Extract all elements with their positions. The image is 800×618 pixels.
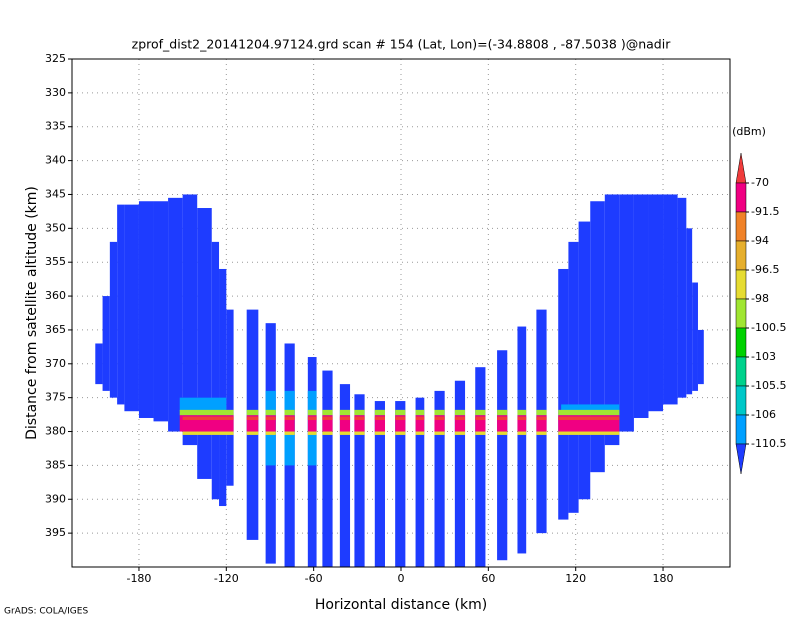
y-tick-label: 395 (45, 526, 66, 539)
swath-cell (434, 390, 445, 567)
y-tick-label: 370 (45, 357, 66, 370)
swath-cell (168, 197, 183, 432)
swath-cell (497, 350, 508, 561)
colorbar-segment (735, 298, 747, 329)
x-axis-label: Horizontal distance (km) (315, 597, 487, 613)
y-tick-label: 345 (45, 187, 66, 200)
swath-cell (663, 194, 678, 405)
x-tick-label: 120 (565, 572, 586, 585)
swath-cell (138, 201, 154, 418)
footer: GrADS: COLA/IGES (4, 607, 88, 617)
swath-cell (558, 268, 569, 520)
y-tick-label: 350 (45, 221, 66, 234)
echo-cell (179, 409, 620, 416)
x-tick-label: -120 (214, 572, 239, 585)
echo-cell (561, 404, 620, 413)
swath-cell (374, 401, 385, 567)
echo-cell (179, 397, 227, 412)
swath-cell (686, 228, 693, 395)
x-tick-label: 180 (653, 572, 674, 585)
colorbar-label: -94 (751, 234, 769, 247)
y-tick-label: 380 (45, 425, 66, 438)
x-tick-label: 0 (398, 572, 405, 585)
swath-cell (95, 343, 103, 385)
y-tick-label: 325 (45, 52, 66, 65)
colorbar-segment (735, 240, 747, 271)
y-tick-label: 390 (45, 492, 66, 505)
colorbar-label: -103 (751, 350, 776, 363)
colorbar-segment (735, 385, 747, 416)
swath-cell (454, 380, 466, 567)
x-tick-label: -60 (305, 572, 323, 585)
swath-cell (692, 282, 698, 391)
swath-cell (219, 268, 227, 507)
swath-cell (354, 394, 365, 567)
swath-cell (633, 194, 649, 418)
y-tick-label: 330 (45, 86, 66, 99)
colorbar-label: -91.5 (751, 205, 779, 218)
y-tick-label: 355 (45, 255, 66, 268)
colorbar-label: (dBm) (732, 125, 766, 138)
colorbar-triangle (735, 152, 747, 184)
x-tick-label: -180 (126, 572, 151, 585)
plot-area (95, 194, 704, 567)
swath-cell (322, 370, 333, 567)
colorbar-label: -96.5 (751, 263, 779, 276)
swath-cell (677, 197, 687, 398)
swath-cell (109, 241, 118, 398)
swath-cell (226, 309, 234, 486)
swath-cell (568, 241, 579, 513)
colorbar-label: -70 (751, 176, 769, 189)
y-tick-label: 375 (45, 391, 66, 404)
y-tick-label: 365 (45, 323, 66, 336)
swath-cell (153, 201, 169, 422)
plot-frame (71, 58, 731, 568)
echo-cell (179, 431, 620, 435)
colorbar-label: -100.5 (751, 321, 786, 334)
x-tick-label: 60 (481, 572, 495, 585)
chart-title: zprof_dist2_20141204.97124.grd scan # 15… (132, 37, 672, 52)
swath-cell (604, 194, 620, 446)
swath-cell (648, 194, 664, 412)
y-axis-label: Distance from satellite altitude (km) (24, 186, 40, 440)
colorbar-segment (735, 269, 747, 300)
swath-cell (211, 241, 220, 500)
swath-cell (619, 194, 634, 432)
colorbar-triangle (735, 443, 747, 475)
swath-cell (578, 221, 591, 500)
y-tick-label: 360 (45, 289, 66, 302)
colorbar-segment (735, 356, 747, 387)
colorbar-segment (735, 414, 747, 445)
swath-cell (102, 296, 110, 391)
swath-cell (124, 204, 139, 412)
swath-cell (475, 367, 486, 567)
echo-cell (182, 416, 620, 421)
colorbar-segment (735, 182, 747, 213)
y-tick-label: 385 (45, 458, 66, 471)
swath-cell (517, 326, 527, 554)
swath-cell (415, 397, 425, 567)
swath-cell (182, 194, 198, 446)
swath-cell (339, 384, 351, 567)
colorbar-segment (735, 327, 747, 358)
swath-cell (117, 204, 125, 405)
colorbar-segment (735, 211, 747, 242)
swath-cell (197, 208, 212, 479)
colorbar-label: -98 (751, 292, 769, 305)
colorbar-label: -110.5 (751, 437, 786, 450)
colorbar-label: -105.5 (751, 379, 786, 392)
swath-cell (395, 401, 406, 567)
y-tick-label: 340 (45, 154, 66, 167)
swath-cell (697, 329, 704, 385)
colorbar-label: -106 (751, 408, 776, 421)
y-tick-label: 335 (45, 120, 66, 133)
